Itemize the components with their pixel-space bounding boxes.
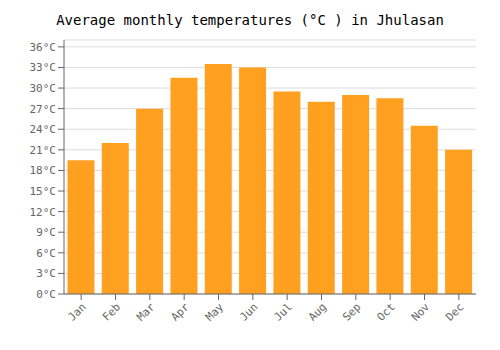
svg-text:9°C: 9°C bbox=[36, 226, 56, 239]
svg-text:18°C: 18°C bbox=[30, 164, 57, 177]
svg-text:May: May bbox=[203, 300, 227, 324]
svg-text:27°C: 27°C bbox=[30, 103, 57, 116]
svg-text:Apr: Apr bbox=[169, 300, 193, 324]
svg-text:36°C: 36°C bbox=[30, 41, 57, 54]
svg-text:Oct: Oct bbox=[375, 300, 398, 323]
svg-text:30°C: 30°C bbox=[30, 82, 57, 95]
svg-text:3°C: 3°C bbox=[36, 267, 56, 280]
svg-text:Nov: Nov bbox=[409, 300, 433, 324]
svg-text:Jun: Jun bbox=[237, 300, 260, 323]
svg-text:Sep: Sep bbox=[340, 300, 363, 323]
svg-text:24°C: 24°C bbox=[30, 123, 57, 136]
svg-text:Jan: Jan bbox=[66, 300, 89, 323]
svg-text:21°C: 21°C bbox=[30, 144, 57, 157]
svg-text:12°C: 12°C bbox=[30, 206, 57, 219]
svg-text:Dec: Dec bbox=[443, 300, 466, 323]
svg-text:Mar: Mar bbox=[134, 300, 158, 324]
html-text:Average monthly temperatures (: Average monthly temperatures (°C ) in Jh… bbox=[56, 12, 444, 28]
svg-text:6°C: 6°C bbox=[36, 247, 56, 260]
svg-text:33°C: 33°C bbox=[30, 61, 57, 74]
svg-text:Aug: Aug bbox=[306, 300, 329, 323]
svg-text:Feb: Feb bbox=[100, 300, 123, 323]
svg-text:Jul: Jul bbox=[272, 300, 295, 323]
svg-text:15°C: 15°C bbox=[30, 185, 57, 198]
svg-text:0°C: 0°C bbox=[36, 288, 56, 301]
